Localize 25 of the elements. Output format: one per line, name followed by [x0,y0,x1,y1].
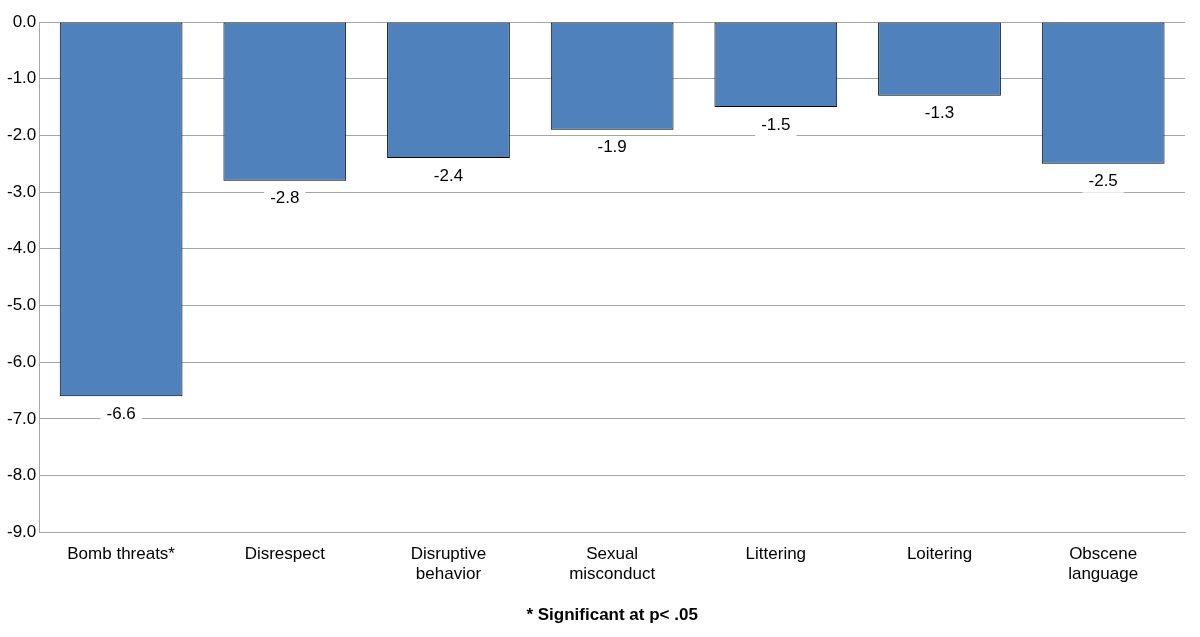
data-label: -1.5 [761,114,791,134]
x-tick-label: Disrespect [244,544,326,564]
x-tick-label: Bomb threats* [67,544,176,564]
y-tick-label: 0.0 [12,11,37,31]
x-tick-label: Sexual misconduct [569,544,656,584]
x-tick-label: Disruptive behavior [410,544,487,584]
y-tick-label: -8.0 [7,465,37,485]
y-tick-label: -1.0 [7,68,37,88]
x-tick-label: Loitering [906,544,973,564]
y-tick-label: -3.0 [7,181,37,201]
data-label: -1.9 [597,137,627,157]
data-label: -1.3 [924,103,955,123]
x-tick-label: Obscene language [1068,544,1139,584]
data-label: -2.4 [433,165,464,185]
y-tick-label: -7.0 [7,408,37,428]
data-label: -2.5 [1088,171,1118,191]
y-tick-label: -2.0 [7,125,37,145]
y-tick-label: -6.0 [7,351,37,371]
y-tick-label: -5.0 [7,295,37,315]
x-tick-label: Littering [745,544,807,564]
data-label: -6.6 [106,403,136,423]
y-tick-label: -4.0 [7,238,37,258]
data-label: -2.8 [270,188,300,208]
text: * Significant at p< .05 [526,604,698,624]
y-tick-label: -9.0 [7,521,37,541]
